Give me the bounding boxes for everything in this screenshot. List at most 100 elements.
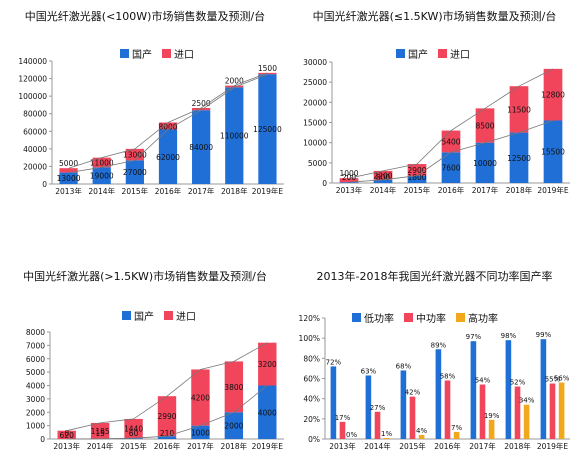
trend-line-domestic xyxy=(66,385,268,440)
data-label-domestic: 62000 xyxy=(156,153,180,162)
x-tick-label: 2013年 xyxy=(55,186,82,194)
data-label-imported: 3800 xyxy=(224,383,243,392)
bar-imported xyxy=(125,148,144,161)
trend-line-total xyxy=(348,68,554,179)
data-label-domestic: 60 xyxy=(129,429,139,438)
bar-imported xyxy=(258,72,277,75)
bar-domestic xyxy=(59,172,78,184)
data-label-domestic: 125000 xyxy=(253,125,282,134)
data-label: 72% xyxy=(326,358,342,366)
bar-domestic xyxy=(191,425,210,439)
legend-item-low-power: 低功率 xyxy=(352,310,394,325)
data-label-domestic: 2000 xyxy=(224,422,243,431)
data-label-domestic: 15 xyxy=(95,429,105,438)
bar-domestic xyxy=(373,179,393,183)
x-tick-label: 2014年 xyxy=(88,186,115,194)
x-tick-label: 2014年 xyxy=(87,441,114,451)
data-label-imported: 4200 xyxy=(191,394,210,403)
legend-label: 进口 xyxy=(174,50,194,61)
y-tick-label: 30000 xyxy=(303,58,327,67)
bar-imported xyxy=(90,422,110,439)
bar-low-power xyxy=(505,340,512,439)
legend-item-imported: 进口 xyxy=(164,308,196,323)
chart-title: 2013年-2018年我国光纤激光器不同功率国产率 xyxy=(316,270,553,283)
data-label-domestic: 210 xyxy=(160,429,175,438)
data-label: 99% xyxy=(536,331,552,339)
bar-domestic xyxy=(192,110,211,184)
y-tick-label: 120% xyxy=(299,314,320,323)
x-tick-label: 2015年 xyxy=(399,441,426,451)
data-label: 63% xyxy=(361,367,377,375)
legend-label: 低功率 xyxy=(364,314,394,325)
bar-domestic xyxy=(224,412,244,439)
y-tick-label: 15000 xyxy=(303,119,327,128)
bar-imported xyxy=(258,342,277,386)
chart-title: 中国光纤激光器(>1.5KW)市场销售数量及预测/台 xyxy=(23,270,267,283)
chart-legend: 国产 进口 xyxy=(122,308,196,323)
legend-item-domestic: 国产 xyxy=(122,308,154,323)
data-label-domestic: 27000 xyxy=(123,168,147,177)
bar-domestic xyxy=(509,132,529,183)
x-tick-label: 2016年 xyxy=(155,186,182,194)
data-label: 52% xyxy=(510,379,526,387)
x-tick-label: 2014年 xyxy=(364,441,391,451)
bar-low-power xyxy=(365,375,372,439)
data-label-imported: 2000 xyxy=(225,77,244,86)
x-tick-label: 2019年E xyxy=(537,185,569,194)
legend-label: 国产 xyxy=(132,50,152,61)
y-tick-label: 60000 xyxy=(23,127,47,136)
data-label: 58% xyxy=(440,373,456,381)
data-label-domestic: 200 xyxy=(342,173,357,182)
data-label: 54% xyxy=(475,377,491,385)
bar-mid-power xyxy=(479,384,486,439)
legend-label: 中功率 xyxy=(416,314,446,325)
data-label: 56% xyxy=(554,375,570,383)
x-tick-label: 2016年 xyxy=(434,441,461,451)
x-tick-label: 2014年 xyxy=(370,185,397,194)
data-label-domestic: 10000 xyxy=(473,159,497,168)
bar-imported xyxy=(373,170,393,180)
x-tick-label: 2013年 xyxy=(336,185,363,194)
data-label-domestic: 4000 xyxy=(258,408,277,417)
bar-domestic xyxy=(258,74,277,184)
y-tick-label: 60% xyxy=(303,375,320,384)
x-tick-label: 2015年 xyxy=(404,185,431,194)
chart-title: 中国光纤激光器(≤1.5KW)市场销售数量及预测/台 xyxy=(312,10,557,23)
data-label-domestic: 19000 xyxy=(90,172,114,181)
legend-label: 国产 xyxy=(408,50,428,61)
bar-domestic xyxy=(158,129,178,184)
chart-panel-lt100w: 中国光纤激光器(<100W)市场销售数量及预测/台 国产 进口 0 20000 40… xyxy=(0,8,290,194)
bar-mid-power xyxy=(514,386,521,439)
data-label-imported: 11500 xyxy=(507,105,531,114)
chart-title: 中国光纤激光器(<100W)市场销售数量及预测/台 xyxy=(24,10,266,23)
bar-imported xyxy=(225,85,244,88)
legend-item-imported: 进口 xyxy=(162,46,194,61)
bar-domestic xyxy=(441,152,461,183)
y-tick-label: 1000 xyxy=(26,422,45,431)
chart-plot: 0 5000 10000 15000 20000 25000 30000 2013年 2014年… xyxy=(303,58,570,194)
bar-domestic xyxy=(225,87,244,184)
bar-imported xyxy=(157,396,177,437)
x-tick-label: 2019年E xyxy=(252,441,284,451)
legend-label: 进口 xyxy=(176,312,196,323)
bar-domestic xyxy=(475,142,495,183)
data-label-domestic: 15500 xyxy=(541,148,565,157)
data-label-domestic: 0 xyxy=(64,429,69,438)
bar-low-power xyxy=(470,341,477,439)
data-label-imported: 1440 xyxy=(124,425,143,434)
data-label-imported: 3200 xyxy=(258,360,277,369)
bar-imported xyxy=(543,68,563,121)
bar-imported xyxy=(191,369,210,426)
data-label-imported: 2500 xyxy=(192,99,211,108)
data-label-domestic: 1000 xyxy=(191,428,210,437)
data-label: 17% xyxy=(335,414,351,422)
y-tick-label: 20000 xyxy=(303,98,327,107)
data-label-domestic: 800 xyxy=(376,173,391,182)
data-label: 98% xyxy=(501,332,517,340)
legend-item-imported: 进口 xyxy=(438,46,470,61)
data-label: 68% xyxy=(396,362,412,370)
data-label: 4% xyxy=(416,427,427,435)
bar-high-power xyxy=(418,434,425,439)
x-tick-label: 2018年 xyxy=(221,186,248,194)
x-tick-label: 2019年E xyxy=(537,441,569,451)
